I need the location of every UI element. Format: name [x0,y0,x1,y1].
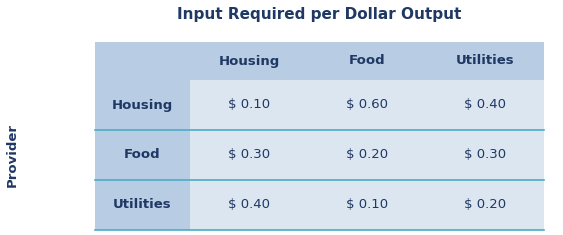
Bar [95,130,190,180]
Bar [190,180,308,230]
Text: Food: Food [124,149,161,161]
Bar [426,80,544,130]
Bar [190,80,308,130]
Bar [308,80,426,130]
Text: $ 0.10: $ 0.10 [228,98,270,111]
Bar [95,180,190,230]
Text: $ 0.40: $ 0.40 [228,199,270,212]
Bar [426,180,544,230]
Text: $ 0.20: $ 0.20 [464,199,506,212]
Text: Housing: Housing [112,98,173,111]
Text: $ 0.60: $ 0.60 [346,98,388,111]
Text: Housing: Housing [218,55,280,67]
Bar [95,42,544,80]
Bar [426,130,544,180]
Text: Food: Food [348,55,385,67]
Bar [190,130,308,180]
Text: $ 0.40: $ 0.40 [464,98,506,111]
Text: $ 0.10: $ 0.10 [346,199,388,212]
Text: Utilities: Utilities [113,199,172,212]
Text: Provider: Provider [6,123,19,187]
Text: $ 0.30: $ 0.30 [228,149,270,161]
Bar [308,130,426,180]
Text: Utilities: Utilities [455,55,515,67]
Bar [308,180,426,230]
Bar [95,80,190,130]
Text: $ 0.20: $ 0.20 [346,149,388,161]
Text: $ 0.30: $ 0.30 [464,149,506,161]
Text: Input Required per Dollar Output: Input Required per Dollar Output [177,8,462,23]
